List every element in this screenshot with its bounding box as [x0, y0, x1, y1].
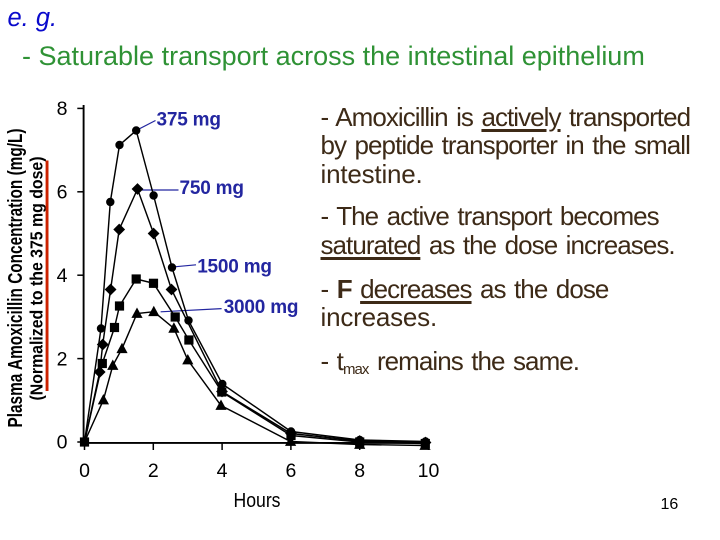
svg-text:375 mg: 375 mg: [157, 110, 221, 131]
svg-text:6: 6: [57, 182, 68, 204]
svg-text:8: 8: [57, 98, 68, 120]
svg-text:Hours: Hours: [234, 489, 281, 512]
svg-text:2: 2: [148, 460, 159, 482]
svg-text:4: 4: [57, 265, 68, 287]
svg-text:(Normalized to the 375 mg dose: (Normalized to the 375 mg dose): [27, 157, 47, 401]
svg-text:2: 2: [57, 348, 68, 370]
svg-text:750 mg: 750 mg: [180, 178, 244, 199]
svg-text:8: 8: [354, 460, 365, 482]
svg-text:6: 6: [285, 460, 296, 482]
svg-text:Plasma Amoxicillin Concentrati: Plasma Amoxicillin Concentration (mg/L): [5, 129, 27, 428]
svg-text:3000 mg: 3000 mg: [224, 297, 299, 318]
svg-text:1500 mg: 1500 mg: [197, 256, 272, 277]
svg-text:4: 4: [217, 460, 228, 482]
svg-text:0: 0: [79, 460, 90, 482]
svg-text:10: 10: [418, 460, 440, 482]
svg-text:0: 0: [57, 432, 68, 454]
